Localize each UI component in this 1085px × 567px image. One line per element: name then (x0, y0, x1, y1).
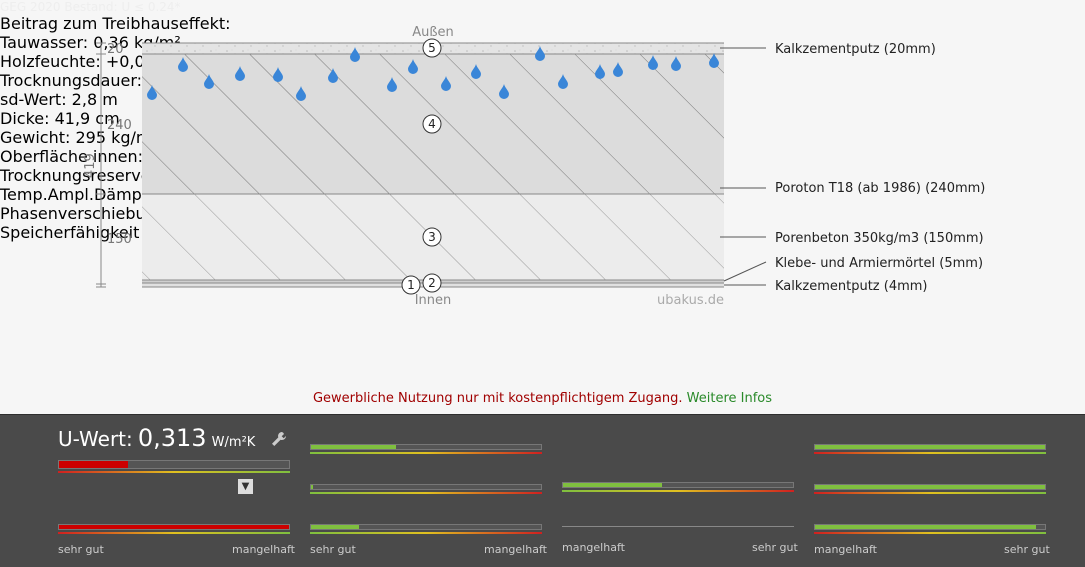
u-value-heading: U-Wert: 0,313 W/m²K (58, 424, 255, 452)
layer-number-4: 4 (428, 117, 436, 131)
col2-metric-bar-0 (310, 444, 542, 450)
u-value-bar (58, 460, 290, 469)
scale-bad-3: mangelhaft (562, 541, 625, 554)
scale-bad-2: mangelhaft (484, 543, 547, 556)
u-value-label: U-Wert: (58, 427, 133, 451)
water-drop-icon (558, 74, 568, 89)
water-drop-icon (648, 55, 658, 70)
notice-text: Gewerbliche Nutzung nur mit kostenpflich… (312, 391, 683, 406)
u-value-unit: W/m²K (211, 435, 256, 450)
wrench-icon[interactable] (270, 430, 288, 448)
geg-dropdown-button[interactable]: ▼ (238, 479, 253, 494)
water-drop-icon (296, 86, 306, 101)
layer-number-5: 5 (428, 41, 436, 55)
layer-number-1: 1 (407, 278, 415, 292)
water-drop-icon (613, 62, 623, 77)
commercial-use-notice: Gewerbliche Nutzung nur mit kostenpflich… (0, 391, 1085, 406)
water-drop-icon (204, 74, 214, 89)
water-drop-icon (408, 59, 418, 74)
col2-metric-bar-2 (310, 524, 542, 530)
geg-requirement: GEG 2020 Bestand: U ≤ 0.24* (0, 0, 181, 14)
more-info-link[interactable]: Weitere Infos (686, 391, 773, 406)
scale-bad-4: mangelhaft (814, 543, 877, 556)
water-drop-icon (471, 64, 481, 79)
water-drop-icon (709, 53, 719, 68)
greenhouse-label: Beitrag zum Treibhauseffekt: (0, 14, 231, 33)
col4-metric-bar-0 (814, 444, 1046, 450)
water-drop-icon (350, 47, 360, 62)
col4-metric-bar-1 (814, 484, 1046, 490)
outside-label: Außen (412, 25, 454, 40)
col2-metric-label-0: Tauwasser: 0,36 kg/m² (0, 33, 181, 52)
sd-value: sd-Wert: 2,8 m (0, 90, 118, 109)
layer-label-4: Poroton T18 (ab 1986) (240mm) (775, 181, 985, 196)
dimension-scale (96, 42, 106, 288)
layer-number-2: 2 (428, 276, 436, 290)
water-drop-icon (147, 85, 157, 100)
layer-number-3: 3 (428, 230, 436, 244)
surface-temp-bar (562, 482, 794, 488)
scale-good-2: sehr gut (310, 543, 356, 556)
greenhouse-bar (58, 524, 290, 530)
inside-label: Innen (415, 293, 452, 308)
water-drop-icon (387, 77, 397, 92)
dimension-150: 150 (107, 232, 132, 247)
scale-good-1: sehr gut (58, 543, 104, 556)
col4-metric-bar-2 (814, 524, 1046, 530)
wall-cross-section-diagram: 20 240 150 419 Außen Innen ubakus.de 5 4… (83, 25, 985, 308)
dimension-240: 240 (107, 118, 132, 133)
layer-label-3: Porenbeton 350kg/m3 (150mm) (775, 231, 984, 246)
layer-label-1: Kalkzementputz (4mm) (775, 279, 928, 294)
dimension-total: 419 (83, 153, 98, 178)
water-drop-icon (273, 67, 283, 82)
watermark: ubakus.de (657, 293, 724, 308)
dimension-20: 20 (107, 42, 124, 57)
weight-value: Gewicht: 295 kg/m² (0, 128, 158, 147)
scale-good-4: sehr gut (1004, 543, 1050, 556)
water-drop-icon (235, 66, 245, 81)
water-drop-icon (671, 56, 681, 71)
layer-label-5: Kalkzementputz (20mm) (775, 42, 936, 57)
condensation-drops (147, 46, 719, 101)
water-drop-icon (178, 57, 188, 72)
water-drop-icon (499, 84, 509, 99)
scale-good-3: sehr gut (752, 541, 798, 554)
water-drop-icon (535, 46, 545, 61)
layer-label-2: Klebe- und Armiermörtel (5mm) (775, 256, 983, 271)
thickness-value: Dicke: 41,9 cm (0, 109, 120, 128)
water-drop-icon (328, 68, 338, 83)
water-drop-icon (441, 76, 451, 91)
scale-bad-1: mangelhaft (232, 543, 295, 556)
col2-metric-bar-1 (310, 484, 542, 490)
u-value-number: 0,313 (137, 424, 207, 452)
water-drop-icon (595, 64, 605, 79)
results-panel (0, 414, 1085, 567)
col2-metric-label-1: Holzfeuchte: +0,0 % (0, 52, 165, 71)
